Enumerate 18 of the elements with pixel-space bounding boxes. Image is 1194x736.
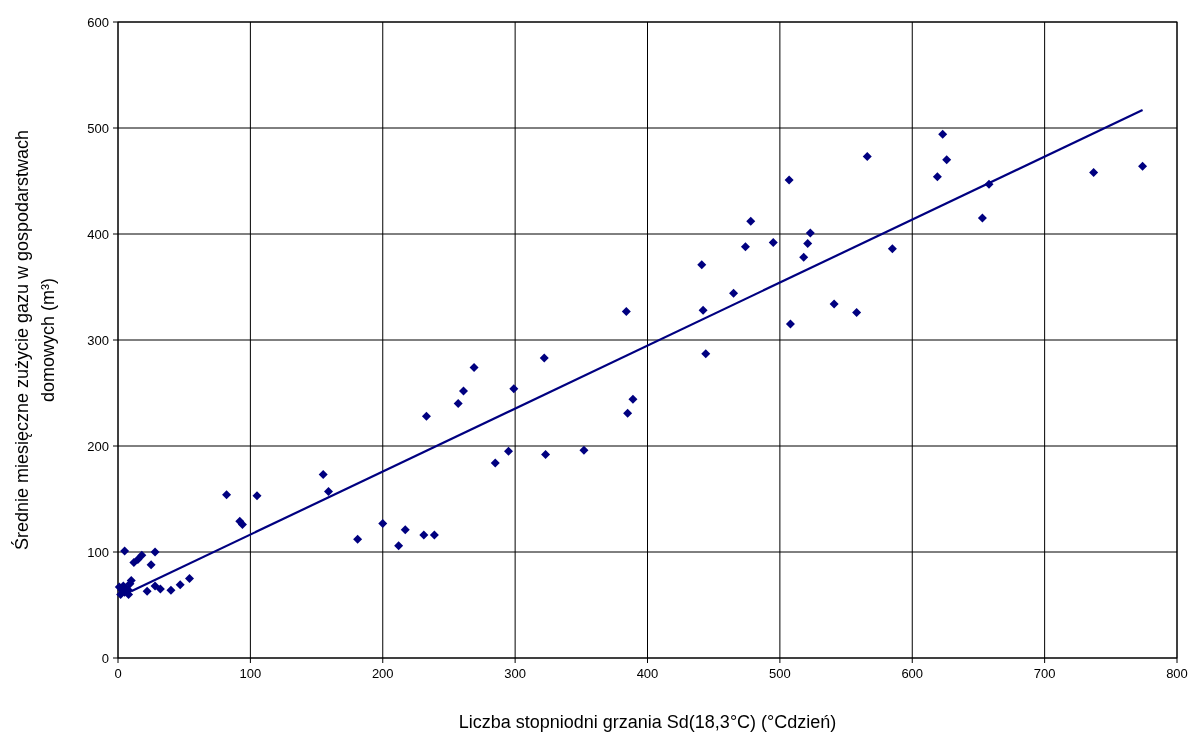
x-tick-label: 200 — [371, 666, 394, 681]
y-tick-label: 400 — [87, 226, 109, 242]
x-tick-label: 500 — [769, 666, 791, 681]
y-axis-title: Średnie miesięczne zużycie gazu w gospodarstwach domowych (m³) — [11, 129, 58, 551]
y-tick-label: 100 — [87, 544, 109, 560]
x-tick-label: 600 — [901, 666, 924, 681]
y-tick-label: 300 — [87, 332, 109, 348]
x-tick-label: 400 — [636, 666, 659, 681]
y-tick-label: 500 — [87, 120, 109, 136]
x-tick-label: 100 — [239, 666, 262, 681]
x-tick-label: 0 — [114, 666, 122, 681]
x-tick-label: 800 — [1166, 666, 1188, 681]
y-tick-label: 600 — [87, 14, 109, 30]
x-tick-label: 700 — [1033, 666, 1056, 681]
y-tick-label: 0 — [101, 650, 109, 666]
x-tick-label: 300 — [504, 666, 526, 681]
x-axis-title: Liczba stopniodni grzania Sd(18,3°C) (°Cdzień) — [458, 712, 837, 732]
y-tick-label: 200 — [87, 438, 109, 454]
